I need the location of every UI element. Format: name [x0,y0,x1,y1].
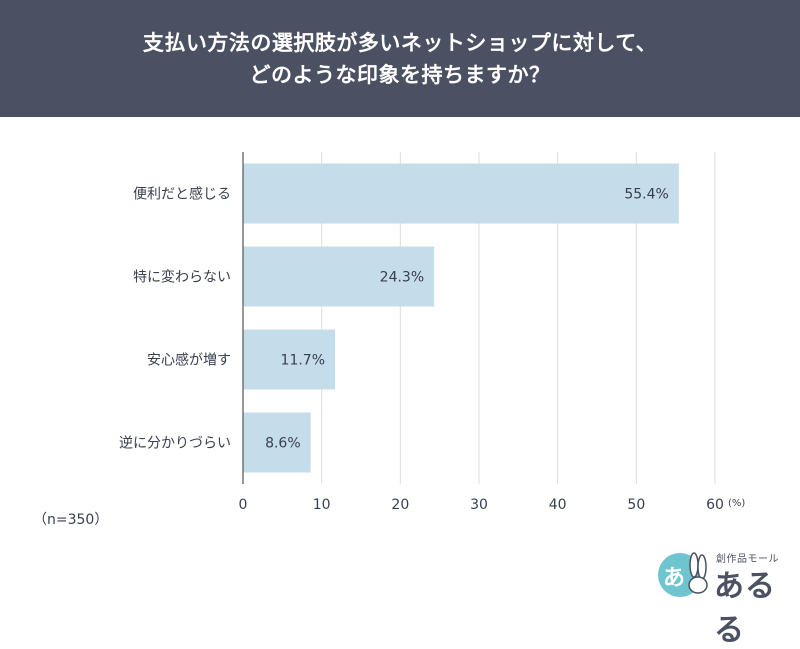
x-tick-label-0: 0 [239,497,248,513]
x-tick-label-5: 50 [627,497,645,513]
bar-1 [243,246,435,307]
data-label-0: 55.4% [624,187,668,203]
rabbit-logo-icon: あ [658,552,708,597]
chart-title-line-1: 支払い方法の選択肢が多いネットショップに対して、 [142,30,658,55]
category-label-0: 便利だと感じる [133,186,231,203]
data-label-2: 11.7% [281,353,325,369]
bar-2 [243,329,336,390]
data-label-1: 24.3% [380,270,424,286]
x-tick-label-3: 30 [470,497,488,513]
chart-title-line-2: どのような印象を持ちますか？ [249,62,551,87]
logo-brand-name: あるる [714,569,776,648]
bar-3 [243,412,311,473]
x-tick-label-6: 60 [706,497,724,513]
bar-chart: 55.4% 便利だと感じる 24.3% 特に変わらない 11.7% 安心感が増す 8.6% 逆… [119,152,745,513]
category-label-1: 特に変わらない [133,269,231,286]
bar-0 [243,163,679,224]
x-tick-label-2: 20 [391,497,409,513]
category-label-3: 逆に分かりづらい [119,436,231,452]
data-label-3: 8.6% [265,436,301,452]
sample-size-note: （n=350） [33,512,109,528]
logo-mark-glyph: あ [663,566,685,591]
category-label-2: 安心感が増す [147,352,231,369]
x-tick-label-1: 10 [313,497,331,513]
brand-logo: あ 創作品モール あるる [656,547,788,648]
chart-title-banner: 支払い方法の選択肢が多いネットショップに対して、 どのような印象を持ちますか？ [0,0,800,117]
logo-caption: 創作品モール [716,554,779,565]
x-axis-unit: (%) [728,498,745,509]
x-tick-label-4: 40 [549,497,567,513]
